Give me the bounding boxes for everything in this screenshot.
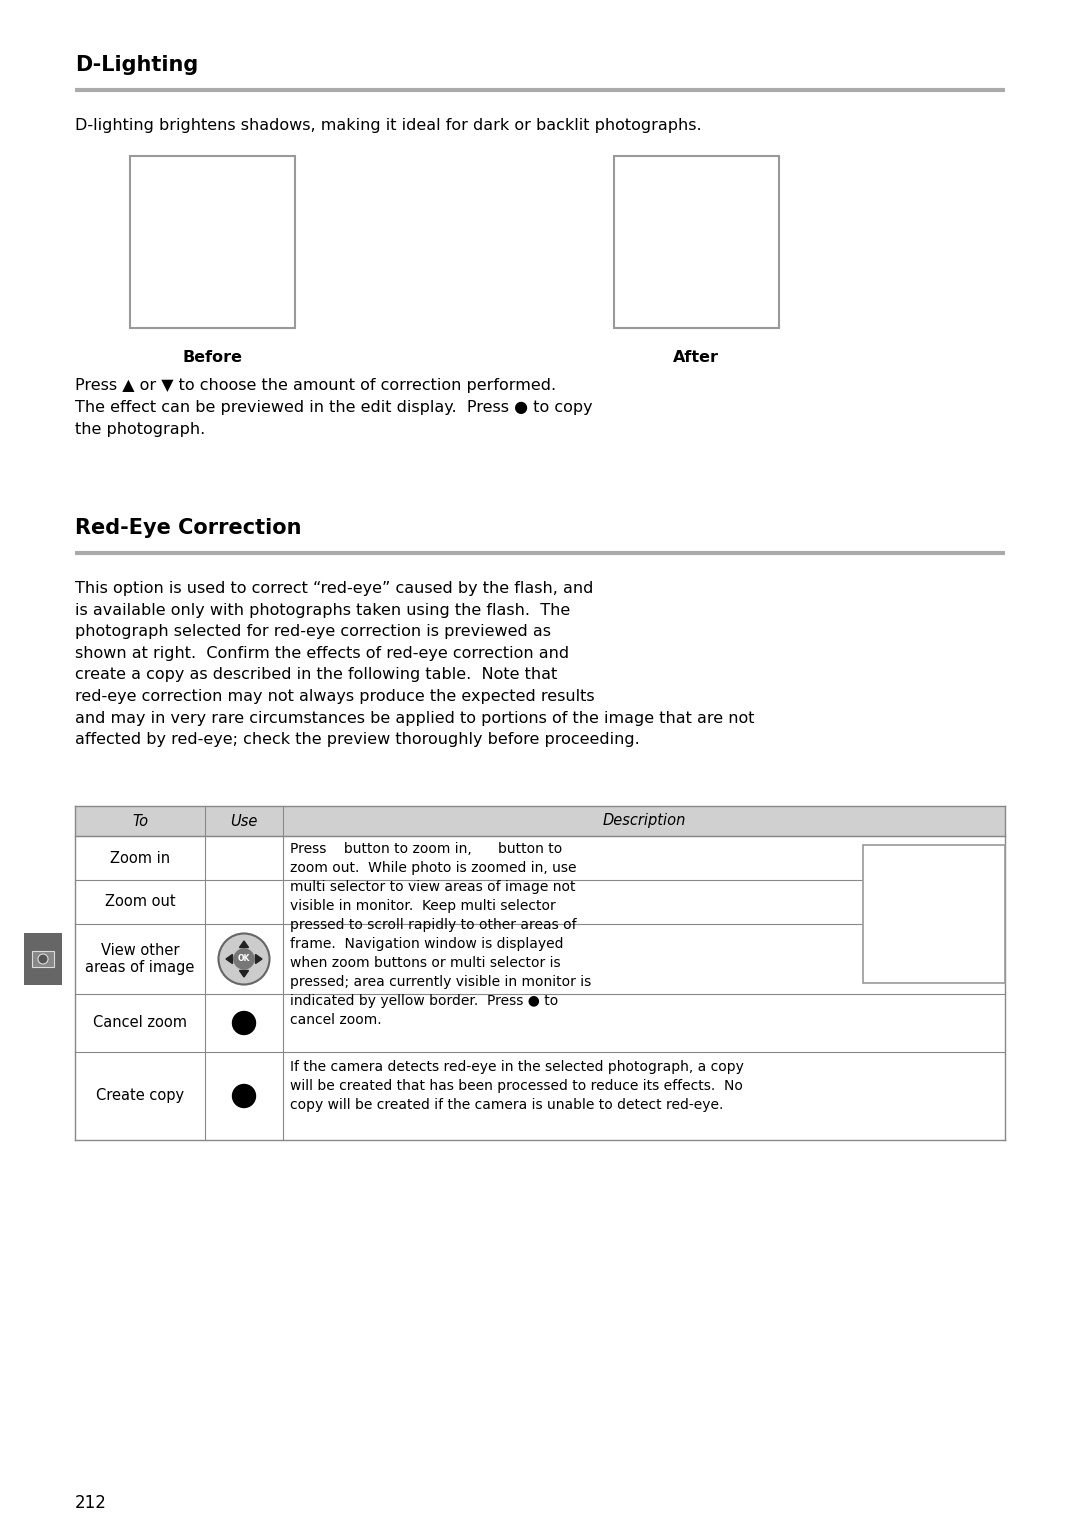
Text: To: To: [132, 813, 148, 829]
Text: D-lighting brightens shadows, making it ideal for dark or backlit photographs.: D-lighting brightens shadows, making it …: [75, 118, 702, 133]
Circle shape: [232, 1084, 256, 1107]
Polygon shape: [240, 940, 248, 948]
Text: Cancel zoom: Cancel zoom: [93, 1015, 187, 1031]
Text: D-Lighting: D-Lighting: [75, 55, 199, 75]
Bar: [75, 806, 1005, 836]
Text: Press ▲ or ▼ to choose the amount of correction performed.
The effect can be pre: Press ▲ or ▼ to choose the amount of cor…: [75, 378, 593, 437]
Circle shape: [38, 954, 48, 963]
Text: If the camera detects red-eye in the selected photograph, a copy
will be created: If the camera detects red-eye in the sel…: [291, 1060, 744, 1112]
Polygon shape: [240, 971, 248, 977]
Bar: [130, 156, 295, 329]
Text: Red-Eye Correction: Red-Eye Correction: [75, 518, 301, 538]
Circle shape: [218, 934, 270, 985]
Text: Description: Description: [603, 813, 686, 829]
Text: Zoom out: Zoom out: [105, 894, 175, 910]
Text: This option is used to correct “red-eye” caused by the flash, and
is available o: This option is used to correct “red-eye”…: [75, 581, 755, 748]
Polygon shape: [226, 954, 232, 963]
Text: Use: Use: [230, 813, 258, 829]
Bar: [24, 933, 62, 985]
Text: 212: 212: [75, 1494, 107, 1512]
Bar: [863, 846, 1005, 983]
Circle shape: [234, 950, 254, 969]
Text: OK: OK: [238, 954, 251, 963]
Bar: [613, 156, 779, 329]
Circle shape: [232, 1012, 256, 1035]
Text: View other
areas of image: View other areas of image: [85, 943, 194, 976]
Text: Before: Before: [183, 350, 243, 365]
Text: Press    button to zoom in,      button to
zoom out.  While photo is zoomed in, : Press button to zoom in, button to zoom …: [291, 842, 591, 1026]
Text: After: After: [673, 350, 719, 365]
Polygon shape: [256, 954, 262, 963]
Text: Create copy: Create copy: [96, 1089, 184, 1104]
Text: Zoom in: Zoom in: [110, 850, 170, 865]
Bar: [32, 951, 54, 966]
